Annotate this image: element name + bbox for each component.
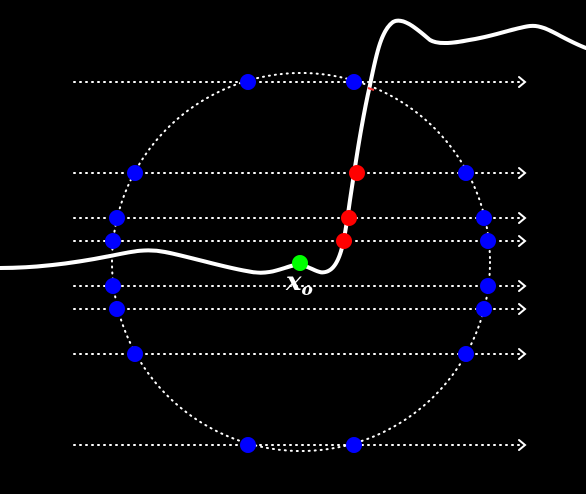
ray-arrowhead-4 [518, 235, 527, 247]
boundary-point-4 [458, 165, 474, 181]
origin-point [292, 255, 308, 271]
boundary-point-5 [109, 210, 125, 226]
boundary-point-16 [346, 437, 362, 453]
boundary-point-1 [240, 74, 256, 90]
intersection-point-3 [336, 233, 352, 249]
origin-label: xo [285, 267, 313, 300]
ray-arrowhead-2 [518, 167, 527, 179]
ray-group [73, 76, 527, 451]
boundary-point-2 [346, 74, 362, 90]
sampling-circle [111, 72, 491, 452]
boundary-point-8 [480, 233, 496, 249]
ray-arrowhead-5 [518, 280, 527, 292]
boundary-point-11 [109, 301, 125, 317]
boundary-points [105, 74, 496, 453]
boundary-point-6 [476, 210, 492, 226]
function-curve [0, 18, 586, 275]
ray-arrowhead-3 [518, 212, 527, 224]
intersection-points [336, 165, 365, 249]
boundary-point-15 [240, 437, 256, 453]
intersection-point-1 [349, 165, 365, 181]
ray-arrowhead-7 [518, 348, 527, 360]
ray-arrowhead-6 [518, 303, 527, 315]
boundary-point-14 [458, 346, 474, 362]
boundary-point-7 [105, 233, 121, 249]
ray-arrowhead-8 [518, 439, 527, 451]
boundary-point-13 [127, 346, 143, 362]
crossing-tick [367, 87, 375, 91]
intersection-point-2 [341, 210, 357, 226]
boundary-point-12 [476, 301, 492, 317]
boundary-point-3 [127, 165, 143, 181]
boundary-point-10 [480, 278, 496, 294]
ray-arrowhead-1 [518, 76, 527, 88]
boundary-point-9 [105, 278, 121, 294]
